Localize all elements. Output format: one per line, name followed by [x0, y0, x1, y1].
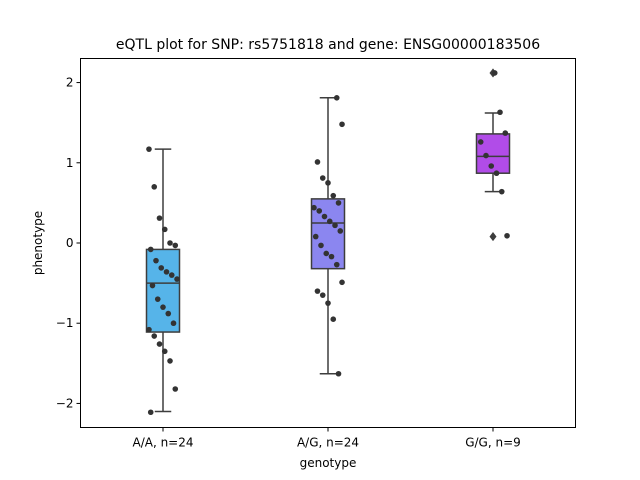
axes: −2 −1 0 1 2 A/A, n=24 A/G, n=24 G/G, n=9 — [56, 76, 521, 450]
iqr-box — [310, 198, 346, 270]
iqr-box — [145, 248, 181, 333]
data-point — [335, 370, 342, 377]
data-point — [332, 222, 338, 229]
y-tick-label: 0 — [66, 236, 74, 250]
data-point — [161, 226, 168, 233]
data-point — [161, 348, 168, 355]
data-point — [333, 95, 340, 101]
data-point — [339, 279, 345, 286]
data-point — [325, 300, 331, 306]
data-point — [328, 253, 335, 260]
box-group — [145, 148, 181, 413]
data-point — [147, 246, 154, 253]
data-point — [314, 288, 321, 294]
data-point — [312, 233, 319, 240]
data-point — [337, 228, 344, 234]
data-point — [170, 320, 177, 327]
data-point — [311, 204, 317, 211]
data-point — [333, 261, 340, 268]
data-point — [483, 152, 489, 159]
data-point — [488, 163, 495, 169]
data-point — [477, 139, 484, 145]
data-point — [326, 218, 333, 225]
x-axis-label: genotype — [300, 456, 357, 470]
data-point — [146, 326, 152, 333]
data-point — [323, 250, 330, 257]
data-point — [493, 170, 500, 177]
data-point — [319, 292, 326, 298]
y-tick-label: 2 — [66, 76, 74, 90]
data-point — [316, 208, 323, 214]
outlier-marker — [489, 232, 497, 242]
data-point — [160, 304, 166, 310]
data-point — [318, 242, 324, 249]
data-point — [325, 180, 331, 186]
data-point — [158, 265, 165, 271]
data-point — [151, 184, 158, 190]
data-point — [498, 188, 505, 195]
data-point — [174, 276, 180, 282]
data-point — [149, 282, 156, 289]
data-point — [504, 232, 510, 239]
data-point — [163, 269, 170, 275]
data-point — [153, 257, 159, 264]
data-point — [319, 175, 326, 181]
data-point — [167, 358, 173, 364]
y-tick-label: −2 — [56, 396, 74, 410]
data-point — [151, 333, 158, 339]
data-point — [491, 70, 498, 76]
y-axis-label: phenotype — [31, 211, 45, 275]
plot-area — [145, 68, 511, 416]
data-point — [339, 121, 345, 128]
data-point — [167, 240, 173, 246]
data-point — [168, 272, 175, 278]
data-point — [165, 310, 172, 317]
data-point — [156, 341, 163, 347]
chart-title: eQTL plot for SNP: rs5751818 and gene: E… — [116, 37, 540, 53]
data-point — [156, 215, 163, 221]
data-point — [172, 386, 179, 392]
x-tick-label: A/A, n=24 — [132, 436, 193, 450]
y-tick-label: −1 — [56, 316, 74, 330]
x-tick-label: G/G, n=9 — [465, 436, 521, 450]
data-point — [330, 316, 337, 323]
y-tick-label: 1 — [66, 156, 74, 170]
x-tick-label: A/G, n=24 — [297, 436, 359, 450]
data-point — [146, 146, 152, 152]
data-point — [321, 213, 328, 220]
data-point — [330, 192, 337, 199]
data-point — [314, 159, 321, 165]
data-point — [497, 109, 503, 116]
data-point — [147, 409, 154, 416]
data-point — [502, 130, 509, 136]
data-point — [335, 200, 342, 206]
data-point — [172, 242, 179, 249]
data-point — [154, 296, 161, 302]
